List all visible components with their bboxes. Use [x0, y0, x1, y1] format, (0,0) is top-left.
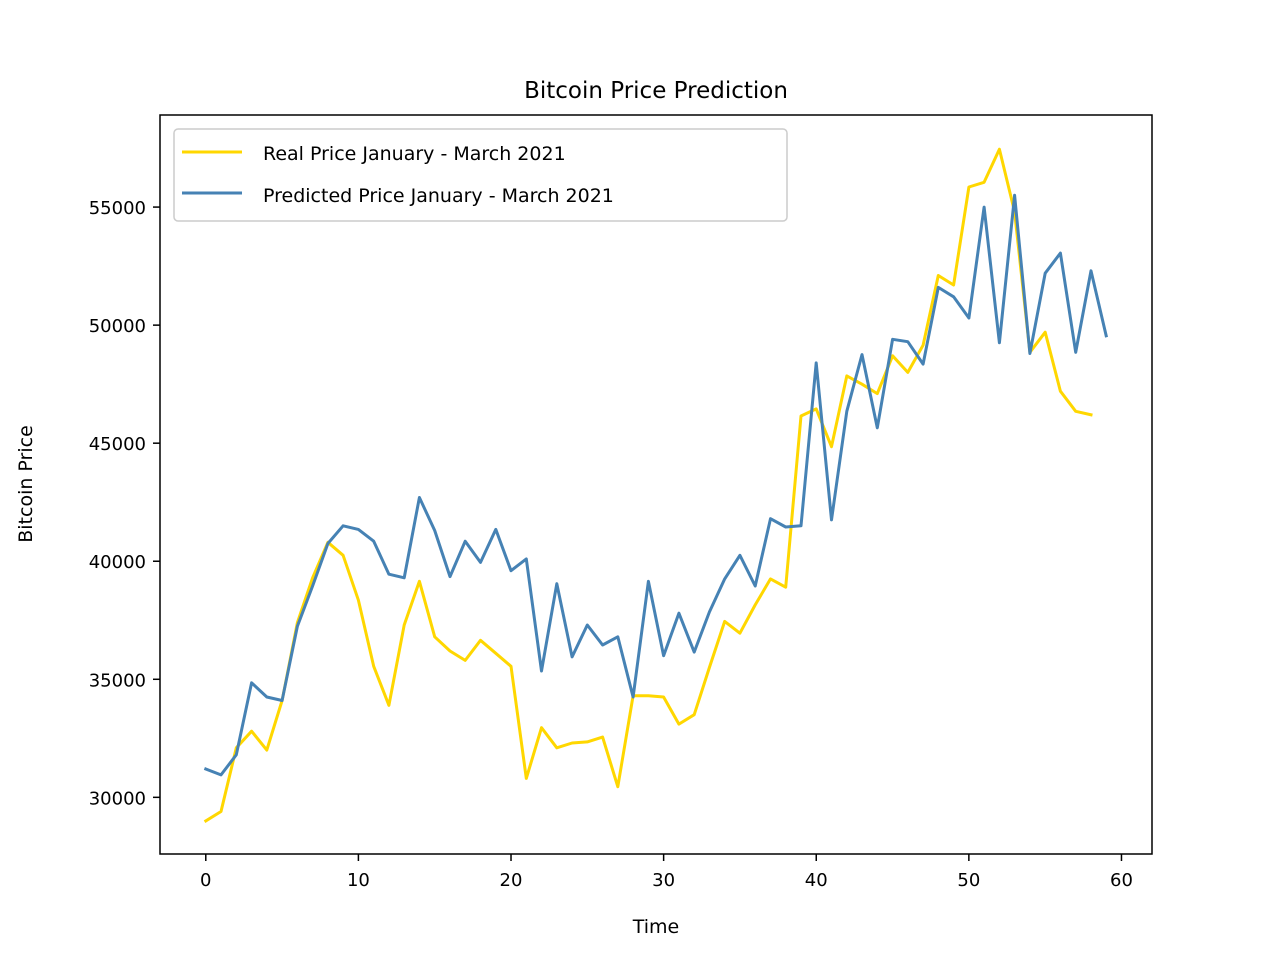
x-tick-label: 10 [347, 870, 370, 891]
x-tick-label: 50 [957, 870, 980, 891]
y-tick-label: 55000 [89, 198, 146, 219]
legend: Real Price January - March 2021 Predicte… [173, 128, 788, 222]
y-tick-label: 30000 [89, 788, 146, 809]
x-tick-label: 60 [1110, 870, 1133, 891]
x-axis-label: Time [632, 916, 680, 938]
x-tick-label: 20 [500, 870, 523, 891]
series-layer [203, 147, 1109, 823]
legend-label-real: Real Price January - March 2021 [263, 143, 566, 165]
series-line-predicted [203, 193, 1109, 777]
series-line-real [203, 147, 1093, 823]
chart-title: Bitcoin Price Prediction [524, 78, 788, 104]
legend-box [173, 128, 788, 222]
x-axis-ticks: 0 10 20 30 40 50 60 [200, 854, 1133, 891]
y-axis-ticks: 30000 35000 40000 45000 50000 55000 [89, 198, 160, 809]
y-tick-label: 50000 [89, 316, 146, 337]
plot-frame [159, 114, 1153, 855]
y-tick-label: 35000 [89, 670, 146, 691]
x-tick-label: 0 [200, 870, 211, 891]
x-tick-label: 40 [805, 870, 828, 891]
x-tick-label: 30 [652, 870, 675, 891]
y-tick-label: 40000 [89, 552, 146, 573]
y-tick-label: 45000 [89, 434, 146, 455]
legend-label-predicted: Predicted Price January - March 2021 [263, 185, 614, 207]
y-axis-label: Bitcoin Price [15, 425, 37, 543]
